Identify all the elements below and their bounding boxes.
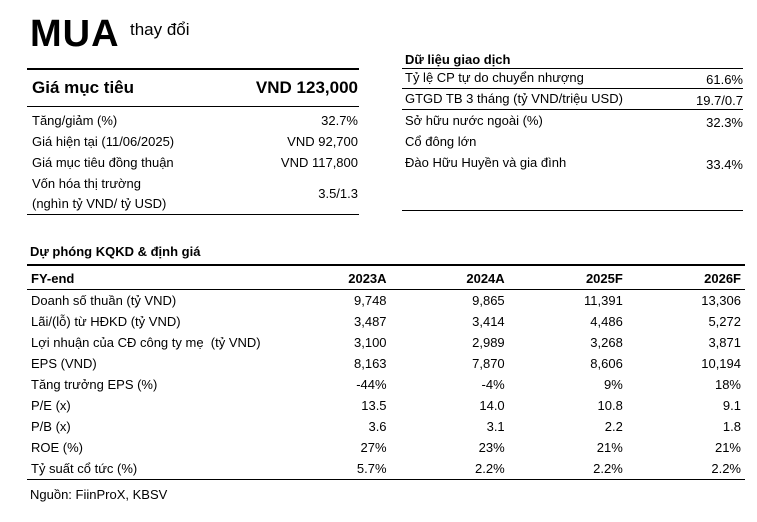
row-label: EPS (VND) <box>31 356 97 371</box>
source-note: Nguồn: FiinProX, KBSV <box>30 487 168 502</box>
cell-2024a: 23% <box>478 440 505 455</box>
major-shareholder-title: Cổ đông lớn <box>405 134 477 149</box>
header-2026f: 2026F <box>704 271 741 286</box>
row-label: Doanh số thuần (tỷ VND) <box>31 293 177 308</box>
cell-2024a: 2.2% <box>475 461 505 476</box>
row-label: P/B (x) <box>31 419 71 434</box>
cell-2025f: 11,391 <box>584 293 623 308</box>
cell-2023a: 27% <box>360 440 387 455</box>
table-row: Lợi nhuận của CĐ công ty mẹ (tỷ VND) 3,1… <box>27 332 745 353</box>
row-label: Lợi nhuận của CĐ công ty mẹ (tỷ VND) <box>31 335 261 350</box>
table-row: Tỷ suất cổ tức (%) 5.7% 2.2% 2.2% 2.2% <box>27 458 745 480</box>
upside-value: 32.7% <box>321 113 358 128</box>
cell-2023a: 8,163 <box>354 356 387 371</box>
table-row: ROE (%) 27% 23% 21% 21% <box>27 437 745 458</box>
cell-2024a: 3.1 <box>486 419 505 434</box>
consensus-target-label: Giá mục tiêu đồng thuận <box>32 155 174 170</box>
cell-2025f: 3,268 <box>590 335 623 350</box>
valuation-bottom-rule <box>27 214 359 215</box>
trading-top-rule <box>402 68 743 69</box>
target-price-value: VND 123,000 <box>255 78 358 97</box>
table-row: EPS (VND) 8,163 7,870 8,606 10,194 <box>27 353 745 374</box>
market-cap-label-2: (nghìn tỷ VND/ tỷ USD) <box>32 196 167 211</box>
forecast-top-rule <box>27 264 745 266</box>
free-float-value: 61.6% <box>706 72 743 87</box>
upside-label: Tăng/giảm (%) <box>32 113 118 128</box>
cell-2024a: 3,414 <box>472 314 505 329</box>
cell-2025f: 10.8 <box>597 398 623 413</box>
major-shareholder-name: Đào Hữu Huyền và gia đình <box>405 155 567 170</box>
cell-2025f: 8,606 <box>590 356 623 371</box>
cell-2025f: 4,486 <box>590 314 623 329</box>
row-label: Lãi/(lỗ) từ HĐKD (tỷ VND) <box>31 314 181 329</box>
valuation-divider <box>27 106 359 107</box>
row-label: Tăng trưởng EPS (%) <box>31 377 158 392</box>
major-shareholder-value: 33.4% <box>706 157 743 172</box>
table-row: Tăng trưởng EPS (%) -44% -4% 9% 18% <box>27 374 745 395</box>
cell-2023a: -44% <box>356 377 387 392</box>
table-row: P/E (x) 13.5 14.0 10.8 9.1 <box>27 395 745 416</box>
consensus-target-value: VND 117,800 <box>280 155 358 170</box>
avg-trading-value-label: GTGD TB 3 tháng (tỷ VND/triệu USD) <box>405 91 623 106</box>
avg-trading-value-value: 19.7/0.7 <box>696 93 743 108</box>
cell-2025f: 9% <box>604 377 623 392</box>
forecast-table: FY-end 2023A 2024A 2025F 2026F Doanh số … <box>27 268 745 480</box>
current-price-label: Giá hiện tại (11/06/2025) <box>32 134 175 149</box>
cell-2024a: 14.0 <box>479 398 505 413</box>
current-price-value: VND 92,700 <box>287 134 358 149</box>
foreign-ownership-value: 32.3% <box>706 115 743 130</box>
rating: MUA <box>30 13 120 55</box>
cell-2025f: 21% <box>596 440 623 455</box>
rating-change: thay đổi <box>130 20 190 39</box>
cell-2025f: 2.2% <box>593 461 623 476</box>
row-label: Tỷ suất cổ tức (%) <box>31 461 138 476</box>
cell-2026f: 18% <box>714 377 741 392</box>
market-cap-value: 3.5/1.3 <box>318 186 358 201</box>
trading-rule-2 <box>402 109 743 110</box>
cell-2026f: 5,272 <box>708 314 741 329</box>
cell-2026f: 1.8 <box>722 419 741 434</box>
valuation-top-rule <box>27 68 359 70</box>
cell-2023a: 3,100 <box>354 335 387 350</box>
header-2024a: 2024A <box>466 271 505 286</box>
trading-data-title: Dữ liệu giao dịch <box>405 52 511 67</box>
cell-2026f: 21% <box>714 440 741 455</box>
row-label: ROE (%) <box>31 440 83 455</box>
forecast-title: Dự phóng KQKD & định giá <box>30 244 201 259</box>
row-label: P/E (x) <box>31 398 71 413</box>
free-float-label: Tỷ lệ CP tự do chuyển nhượng <box>405 70 584 85</box>
cell-2026f: 3,871 <box>708 335 741 350</box>
foreign-ownership-label: Sở hữu nước ngoài (%) <box>405 113 543 128</box>
cell-2026f: 13,306 <box>701 293 741 308</box>
cell-2024a: -4% <box>481 377 505 392</box>
cell-2026f: 10,194 <box>701 356 741 371</box>
cell-2023a: 13.5 <box>361 398 387 413</box>
table-row: P/B (x) 3.6 3.1 2.2 1.8 <box>27 416 745 437</box>
trading-rule-1 <box>402 88 743 89</box>
cell-2024a: 7,870 <box>472 356 505 371</box>
cell-2026f: 2.2% <box>711 461 741 476</box>
table-row: Doanh số thuần (tỷ VND) 9,748 9,865 11,3… <box>27 290 745 312</box>
header-fy-end: FY-end <box>31 271 75 286</box>
trading-bottom-rule <box>402 210 743 211</box>
target-price-label: Giá mục tiêu <box>32 78 135 97</box>
cell-2024a: 2,989 <box>472 335 505 350</box>
header-2025f: 2025F <box>585 271 623 286</box>
cell-2023a: 5.7% <box>356 461 387 476</box>
cell-2025f: 2.2 <box>604 419 623 434</box>
cell-2023a: 3.6 <box>368 419 387 434</box>
cell-2023a: 3,487 <box>354 314 387 329</box>
cell-2024a: 9,865 <box>472 293 505 308</box>
header-2023a: 2023A <box>348 271 387 286</box>
cell-2023a: 9,748 <box>354 293 387 308</box>
forecast-header-row: FY-end 2023A 2024A 2025F 2026F <box>27 268 745 290</box>
table-row: Lãi/(lỗ) từ HĐKD (tỷ VND) 3,487 3,414 4,… <box>27 311 745 332</box>
market-cap-label-1: Vốn hóa thị trường <box>32 176 142 191</box>
cell-2026f: 9.1 <box>722 398 741 413</box>
